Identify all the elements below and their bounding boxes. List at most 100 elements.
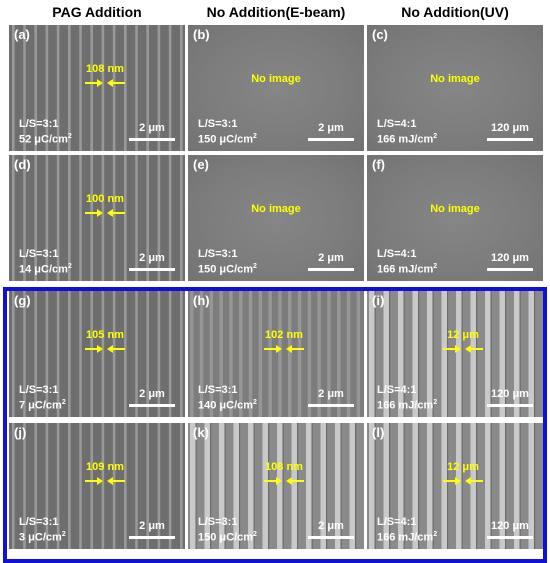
sem-line xyxy=(12,25,15,151)
no-image-note: No image xyxy=(251,203,301,215)
sem-line xyxy=(101,423,105,549)
sem-line xyxy=(135,25,138,151)
measurement-arrows-icon xyxy=(85,345,125,353)
sem-line xyxy=(45,291,49,417)
panel-label: (f) xyxy=(372,157,385,172)
sem-line-shadow xyxy=(418,291,420,417)
sem-line xyxy=(135,155,138,281)
measurement-label: 12 μm xyxy=(447,329,479,341)
sem-line xyxy=(427,423,433,549)
sem-line xyxy=(412,423,418,549)
sem-line-shadow xyxy=(311,423,313,549)
sem-image xyxy=(9,291,185,417)
dose-value: 150 μC/cm xyxy=(198,263,254,276)
sem-line xyxy=(470,291,476,417)
dose-exponent: 2 xyxy=(61,399,66,406)
sem-line xyxy=(90,155,93,281)
measurement-arrows-icon xyxy=(85,477,125,485)
sem-line xyxy=(327,291,331,417)
sem-line xyxy=(79,291,82,417)
sem-line xyxy=(528,291,534,417)
sem-background xyxy=(367,291,543,417)
line-space-ratio: L/S=4:1 xyxy=(377,384,417,396)
column-header-pag: PAG Addition xyxy=(52,4,142,20)
highlight-frame xyxy=(3,287,547,563)
sem-line xyxy=(398,291,404,417)
sem-line xyxy=(499,423,505,549)
sem-line xyxy=(262,423,268,549)
sem-line xyxy=(190,291,194,417)
sem-line xyxy=(239,291,243,417)
scale-bar xyxy=(487,268,533,271)
sem-line xyxy=(204,423,210,549)
exposure-dose: 14 μC/cm2 xyxy=(19,263,72,276)
scale-bar xyxy=(129,138,175,141)
sem-image xyxy=(188,423,364,549)
scale-bar-label: 2 μm xyxy=(139,122,165,134)
sem-panel-j: (j) 109 nm L/S=3:1 3 μC/cm2 2 μm xyxy=(9,423,185,549)
sem-line xyxy=(56,155,60,281)
sem-line xyxy=(258,291,263,417)
dose-exponent: 2 xyxy=(253,133,257,140)
sem-image xyxy=(9,155,185,281)
sem-line-shadow xyxy=(432,291,434,417)
sem-line xyxy=(34,291,37,417)
sem-line xyxy=(168,291,172,417)
dose-exponent: 2 xyxy=(433,399,438,406)
sem-line xyxy=(56,291,60,417)
scale-bar xyxy=(487,138,533,141)
sem-line xyxy=(320,423,326,549)
dose-exponent: 2 xyxy=(433,531,438,538)
sem-line-shadow xyxy=(534,291,536,417)
dose-exponent: 2 xyxy=(67,133,72,140)
sem-line xyxy=(101,25,105,151)
sem-line-shadow xyxy=(239,423,241,549)
dose-value: 166 mJ/cm xyxy=(377,133,434,146)
sem-line xyxy=(427,291,433,417)
measurement-arrows-icon xyxy=(85,79,125,87)
dose-exponent: 2 xyxy=(253,531,257,538)
scale-bar xyxy=(129,404,175,407)
sem-line xyxy=(45,423,49,549)
sem-line xyxy=(317,291,321,417)
measurement-label: 100 nm xyxy=(86,193,124,205)
measurement-arrows-icon xyxy=(264,345,304,353)
sem-line xyxy=(456,423,462,549)
sem-line xyxy=(68,155,71,281)
sem-line xyxy=(101,291,105,417)
sem-line xyxy=(441,291,447,417)
sem-line-shadow xyxy=(519,291,521,417)
sem-line xyxy=(180,423,183,549)
sem-image xyxy=(188,291,364,417)
dose-value: 140 μC/cm xyxy=(198,399,254,412)
sem-background xyxy=(9,291,185,417)
sem-line xyxy=(124,155,127,281)
sem-line xyxy=(146,155,149,281)
dose-exponent: 2 xyxy=(433,263,438,270)
sem-panel-l: (l) 12 μm L/S=4:1 166 mJ/cm2 120 μm xyxy=(367,423,543,549)
sem-line xyxy=(441,423,447,549)
sem-line xyxy=(180,25,183,151)
sem-line xyxy=(485,423,491,549)
sem-panel-f: (f) No image L/S=4:1 166 mJ/cm2 120 μm xyxy=(367,155,543,281)
dose-exponent: 2 xyxy=(67,263,72,270)
sem-line xyxy=(157,155,161,281)
sem-line xyxy=(56,423,60,549)
dose-value: 166 mJ/cm xyxy=(377,263,434,276)
sem-line xyxy=(209,291,214,417)
sem-line-shadow xyxy=(224,423,226,549)
sem-line-shadow xyxy=(519,423,521,549)
panel-label: (a) xyxy=(14,27,30,42)
measurement-label: 102 nm xyxy=(265,329,303,341)
sem-panel-b: (b) No image L/S=3:1 150 μC/cm2 2 μm xyxy=(188,25,364,151)
scale-bar xyxy=(129,536,175,539)
sem-line xyxy=(79,155,82,281)
exposure-dose: 166 mJ/cm2 xyxy=(377,531,437,544)
sem-line xyxy=(277,423,283,549)
sem-line xyxy=(168,423,172,549)
sem-line xyxy=(124,423,127,549)
line-space-ratio: L/S=3:1 xyxy=(198,248,238,260)
measurement-label: 108 nm xyxy=(265,461,303,473)
sem-image xyxy=(367,423,543,549)
measurement-label: 108 nm xyxy=(86,63,124,75)
